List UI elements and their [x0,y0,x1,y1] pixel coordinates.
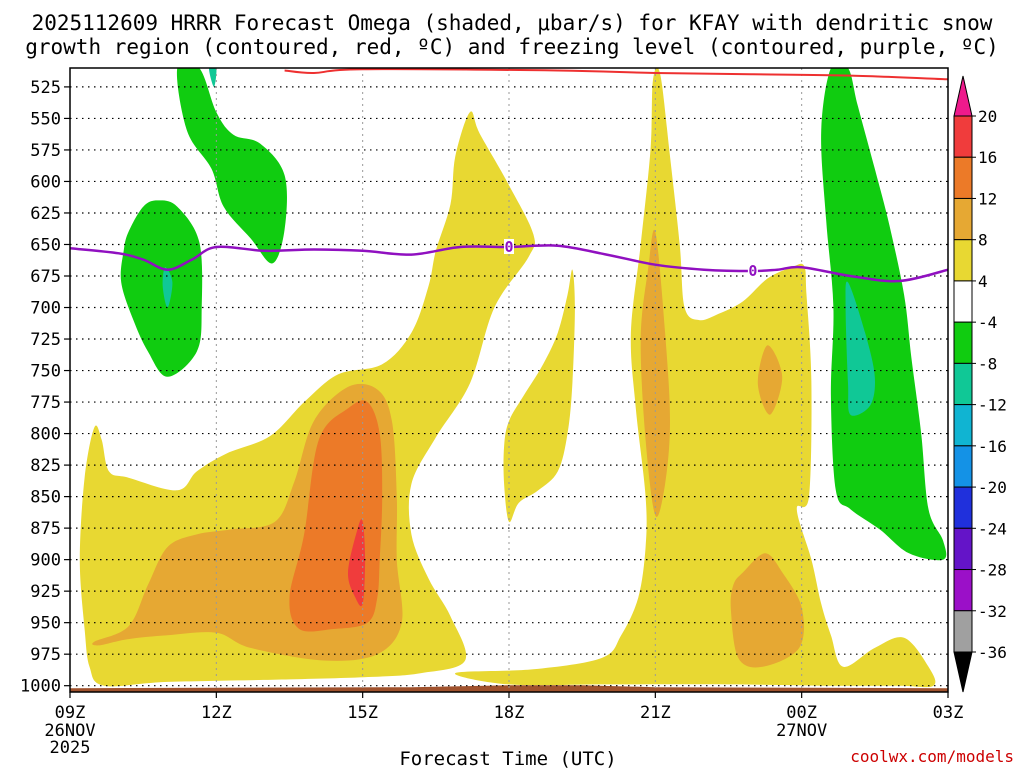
freezing-level-label: 0 [748,262,757,280]
y-tick-label: 800 [30,425,61,445]
x-date-label: 26NOV [44,721,95,741]
x-tick-label: 18Z [494,703,525,723]
colorbar-tick-label: 8 [978,231,988,250]
omega-16to20 [347,519,366,607]
omega-neg4-left-blob [120,200,203,377]
colorbar-tick-label: -20 [978,478,1007,497]
x-tick-label: 12Z [201,703,232,723]
colorbar-swatch [953,239,973,282]
y-tick-label: 675 [30,267,61,287]
colorbar-tick-label: -8 [978,354,997,373]
x-tick-label: 15Z [347,703,378,723]
y-tick-label: 875 [30,519,61,539]
y-tick-label: 900 [30,551,61,571]
x-date-label: 2025 [50,738,91,758]
colorbar-swatch [953,321,973,364]
omega-4to8-bottom [455,68,936,688]
colorbar-swatch [953,156,973,199]
colorbar-tick-label: -16 [978,437,1007,456]
grid [70,68,948,692]
colorbar: 20 16 12 8 4 -4 -8 -12 -16 -20 -24 -28 -32 -36 [953,75,1007,693]
colorbar-swatch [953,610,973,653]
colorbar-swatch [953,280,973,323]
colorbar-swatch [953,486,973,529]
colorbar-tick-label: -32 [978,602,1007,621]
omega-8to12-21z [640,229,670,517]
colorbar-swatch [953,362,973,406]
colorbar-swatch [953,197,973,241]
y-tick-label: 550 [30,109,61,129]
colorbar-swatch [953,115,973,158]
x-tick-label: 09Z [55,703,86,723]
omega-8to12-23z-lower [730,553,804,668]
colorbar-swatch [953,404,973,447]
x-date-label: 27NOV [776,721,827,741]
y-tick-label: 600 [30,172,61,192]
y-tick-label: 950 [30,614,61,634]
dgz-contour-line [284,68,948,81]
colorbar-tick-label: -24 [978,519,1007,538]
ground-strip [70,685,948,692]
y-tick-label: 725 [30,330,61,350]
y-tick-label: 825 [30,456,61,476]
y-tick-label: 575 [30,141,61,161]
y-axis: 525 550 575 600 625 650 675 700 725 750 775 800 825 8… [20,78,70,697]
y-tick-label: 925 [30,582,61,602]
contour-group [70,68,948,283]
colorbar-top-triangle [953,75,973,117]
colorbar-tick-label: 20 [978,107,997,126]
chart-title-line1: 2025112609 HRRR Forecast Omega (shaded, … [32,11,993,35]
freezing-level-line [70,244,948,283]
x-tick-label: 21Z [640,703,671,723]
y-tick-label: 850 [30,488,61,508]
colorbar-bottom-triangle [953,651,973,693]
omega-neg8-left [162,267,173,308]
chart-title-line2: growth region (contoured, red, ºC) and f… [25,35,999,59]
colorbar-swatch [953,569,973,612]
omega-8to12-23z-upper [757,345,783,415]
omega-neg8-right [845,281,875,416]
colorbar-tick-label: 12 [978,189,997,208]
freezing-level-label: 0 [504,238,513,256]
plot-area [70,68,948,692]
freezing-level-label-bg [504,239,514,255]
colorbar-swatch [953,445,973,488]
shading-group [70,68,948,692]
y-tick-label: 1000 [20,677,61,697]
y-tick-label: 650 [30,235,61,255]
colorbar-tick-label: -4 [978,313,997,332]
colorbar-tick-label: -28 [978,561,1007,580]
colorbar-tick-label: 4 [978,272,988,291]
omega-4to8-mid [503,269,575,523]
y-tick-label: 775 [30,393,61,413]
y-tick-label: 700 [30,299,61,319]
omega-neg4-upper-left [176,68,287,264]
colorbar-tick-label: 16 [978,148,997,167]
x-tick-label: 03Z [933,703,964,723]
colorbar-swatch [953,527,973,571]
colorbar-tick-label: -36 [978,643,1007,662]
contour-lines: 00 [70,68,948,283]
credit-text: coolwx.com/models [850,747,1014,766]
y-tick-label: 750 [30,362,61,382]
y-tick-label: 975 [30,645,61,665]
colorbar-tick-label: -12 [978,396,1007,415]
x-axis-label: Forecast Time (UTC) [399,748,616,768]
omega-neg4-right [821,68,947,561]
freezing-level-label-bg [747,262,758,278]
y-tick-label: 625 [30,204,61,224]
y-tick-label: 525 [30,78,61,98]
x-tick-label: 00Z [786,703,817,723]
omega-neg8-top [208,68,217,87]
